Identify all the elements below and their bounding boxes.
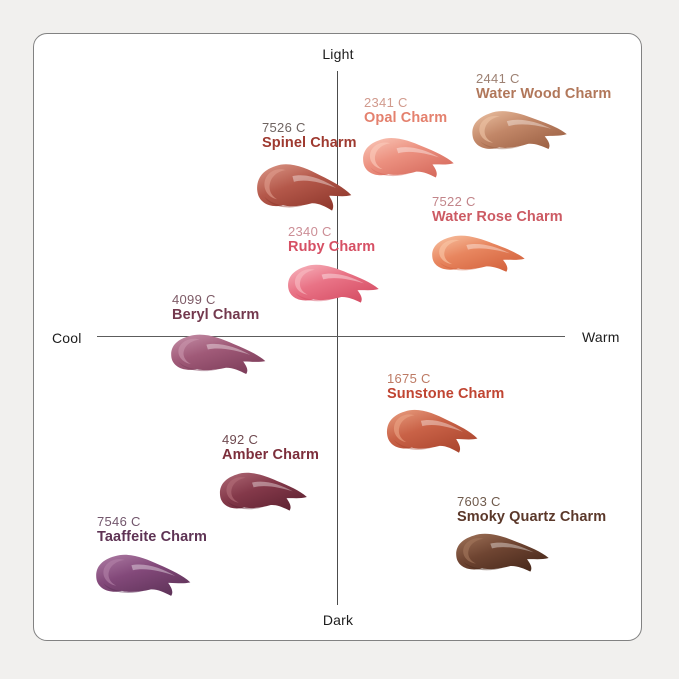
lip-gloss-swatch-icon bbox=[171, 334, 266, 375]
shade-code: 2340 C bbox=[288, 224, 332, 239]
shade-name: Water Rose Charm bbox=[432, 209, 563, 225]
shade-name: Smoky Quartz Charm bbox=[457, 509, 607, 525]
shade-code: 2341 C bbox=[364, 95, 408, 110]
shade-name: Beryl Charm bbox=[172, 307, 260, 323]
lip-gloss-swatch-icon bbox=[456, 533, 549, 572]
shade-item: 2341 C Opal Charm bbox=[363, 95, 454, 178]
lip-gloss-swatch-icon bbox=[219, 472, 307, 511]
axis-label-dark: Dark bbox=[322, 612, 354, 628]
shade-code: 2441 C bbox=[476, 71, 520, 86]
shade-item: 7526 C Spinel Charm bbox=[257, 120, 357, 211]
shade-item: 4099 C Beryl Charm bbox=[171, 292, 266, 375]
shade-code: 1675 C bbox=[387, 371, 431, 386]
lip-gloss-swatch-icon bbox=[432, 235, 525, 272]
vertical-axis-line bbox=[337, 71, 339, 605]
shade-code: 7546 C bbox=[97, 514, 141, 529]
lip-gloss-swatch-icon bbox=[288, 264, 379, 303]
axis-label-cool: Cool bbox=[52, 330, 82, 346]
shade-item: 7603 C Smoky Quartz Charm bbox=[456, 494, 607, 572]
shade-name: Ruby Charm bbox=[288, 239, 376, 255]
horizontal-axis-line bbox=[97, 336, 565, 338]
shade-name: Water Wood Charm bbox=[476, 86, 612, 102]
shade-code: 492 C bbox=[222, 432, 259, 447]
lip-gloss-swatch-icon bbox=[96, 554, 191, 596]
shade-item: 7522 C Water Rose Charm bbox=[432, 194, 563, 272]
lip-gloss-swatch-icon bbox=[387, 409, 478, 453]
lip-gloss-swatch-icon bbox=[472, 111, 567, 150]
shade-code: 4099 C bbox=[172, 292, 216, 307]
axis-label-light: Light bbox=[322, 46, 354, 62]
shade-item: 2340 C Ruby Charm bbox=[288, 224, 379, 303]
shade-item: 2441 C Water Wood Charm bbox=[472, 71, 612, 150]
shade-name: Spinel Charm bbox=[262, 135, 357, 151]
lip-gloss-swatch-icon bbox=[257, 164, 352, 211]
lip-gloss-swatch-icon bbox=[363, 137, 454, 178]
shade-name: Taaffeite Charm bbox=[97, 529, 208, 545]
shade-name: Amber Charm bbox=[222, 447, 319, 463]
shade-code: 7522 C bbox=[432, 194, 476, 209]
shade-item: 492 C Amber Charm bbox=[219, 432, 319, 511]
shade-name: Opal Charm bbox=[364, 110, 448, 126]
shade-item: 1675 C Sunstone Charm bbox=[387, 371, 505, 453]
shade-name: Sunstone Charm bbox=[387, 386, 505, 402]
axis-label-warm: Warm bbox=[582, 329, 620, 345]
shade-code: 7526 C bbox=[262, 120, 306, 135]
shade-item: 7546 C Taaffeite Charm bbox=[96, 514, 208, 596]
shade-code: 7603 C bbox=[457, 494, 501, 509]
